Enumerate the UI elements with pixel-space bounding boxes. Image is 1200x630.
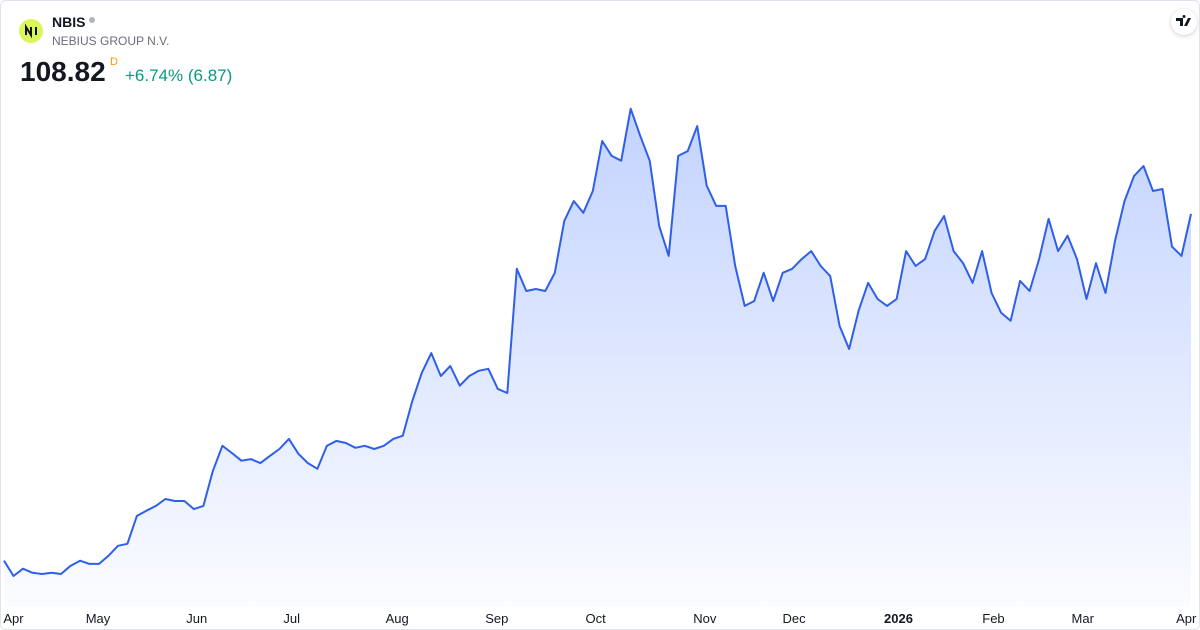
change: +6.74% (6.87)	[125, 66, 233, 85]
x-tick-label: Jun	[186, 611, 207, 626]
x-tick-label: Mar	[1072, 611, 1095, 626]
interval: D	[110, 56, 118, 68]
x-tick-label: Oct	[585, 611, 606, 626]
x-tick-label: Aug	[386, 611, 409, 626]
x-tick-label: Jul	[283, 611, 300, 626]
x-tick-label: Apr	[3, 611, 24, 626]
x-tick-label: Feb	[982, 611, 1004, 626]
logo	[19, 19, 43, 43]
price: 108.82	[20, 56, 106, 87]
x-tick-label: Apr	[1176, 611, 1197, 626]
status-dot	[89, 17, 95, 23]
area	[4, 108, 1191, 607]
x-tick-label: 2026	[884, 611, 913, 626]
tv-logo-icon	[1176, 15, 1191, 26]
price-line	[3, 107, 1192, 577]
x-tick-label: Dec	[783, 611, 807, 626]
x-tick-label: Nov	[693, 611, 717, 626]
x-tick-label: Sep	[485, 611, 508, 626]
tv-logo[interactable]	[1171, 9, 1197, 35]
company: NEBIUS GROUP N.V.	[52, 34, 170, 48]
symbol: NBIS	[52, 14, 86, 30]
x-tick-label: May	[86, 611, 111, 626]
